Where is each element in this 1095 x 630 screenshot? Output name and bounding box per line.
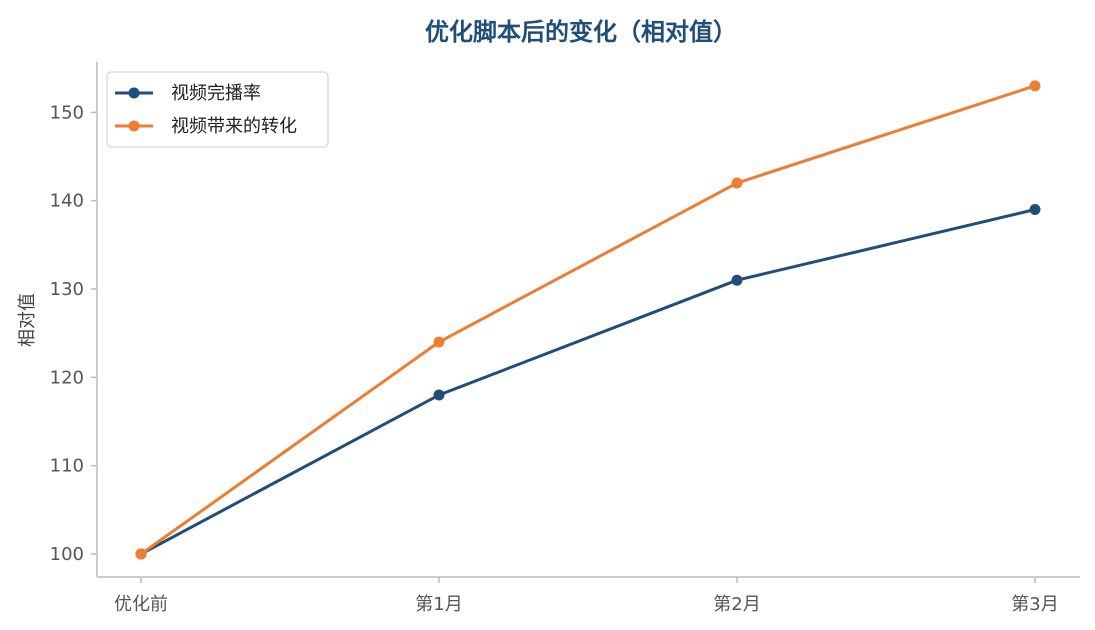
legend: 视频完播率 视频带来的转化 <box>106 71 329 148</box>
series-line-0 <box>140 208 1036 556</box>
legend-label-1: 视频带来的转化 <box>171 116 297 137</box>
data-point-0-3 <box>1029 204 1041 216</box>
x-tick-label: 第3月 <box>1011 594 1058 615</box>
data-point-0-1 <box>433 389 445 401</box>
data-point-1-0 <box>135 548 147 560</box>
data-point-1-1 <box>433 336 445 348</box>
series-line-1 <box>140 84 1036 556</box>
y-tick-label: 130 <box>50 279 84 300</box>
y-axis-label: 相对值 <box>17 293 38 347</box>
y-ticks: 100 110 120 130 140 150 <box>50 102 97 565</box>
legend-marker-0 <box>128 87 140 99</box>
y-tick-label: 120 <box>50 367 84 388</box>
x-tick-label: 第1月 <box>415 594 462 615</box>
legend-box <box>106 71 329 148</box>
series-layer <box>135 80 1041 560</box>
chart-title: 优化脚本后的变化（相对值） <box>425 18 737 46</box>
legend-marker-1 <box>128 120 140 132</box>
x-ticks: 优化前 第1月 第2月 第3月 <box>114 577 1059 615</box>
y-tick-label: 110 <box>50 456 84 477</box>
x-tick-label: 优化前 <box>114 594 168 615</box>
y-tick-label: 140 <box>50 191 84 212</box>
y-tick-label: 100 <box>50 544 84 565</box>
data-point-1-3 <box>1029 80 1041 92</box>
legend-label-0: 视频完播率 <box>171 83 261 104</box>
data-point-0-2 <box>731 274 743 286</box>
x-tick-label: 第2月 <box>713 594 760 615</box>
y-tick-label: 150 <box>50 102 84 123</box>
data-point-1-2 <box>731 177 743 189</box>
